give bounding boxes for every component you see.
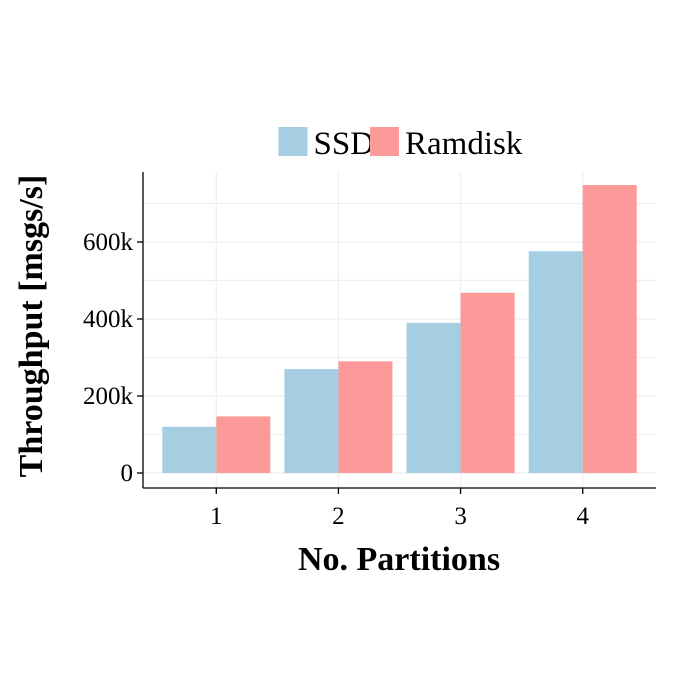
bar-ramdisk-2 [338, 361, 393, 473]
y-tick-label: 600k [83, 229, 134, 256]
x-ticks: 1 2 3 4 [210, 488, 589, 530]
x-tick-label: 4 [576, 503, 589, 530]
y-axis-title: Throughput [msgs/s] [13, 175, 50, 478]
bar-ramdisk-3 [460, 292, 515, 473]
y-ticks: 0 200k 400k 600k [83, 229, 143, 487]
bar-ramdisk-4 [582, 185, 637, 473]
legend-swatch-ramdisk [370, 127, 399, 156]
y-tick-label: 400k [83, 306, 134, 333]
y-tick-label: 200k [83, 383, 134, 410]
bar-ssd-4 [528, 251, 583, 473]
x-axis-title: No. Partitions [298, 541, 500, 578]
bar-ramdisk-1 [216, 416, 271, 473]
legend: SSD Ramdisk [278, 126, 523, 162]
legend-label-ssd: SSD [314, 126, 375, 162]
x-tick-label: 3 [454, 503, 467, 530]
bar-ssd-3 [406, 322, 461, 473]
x-tick-label: 1 [210, 503, 223, 530]
legend-label-ramdisk: Ramdisk [405, 126, 523, 162]
legend-swatch-ssd [278, 127, 308, 156]
bar-ssd-1 [162, 426, 217, 473]
y-tick-label: 0 [121, 460, 134, 487]
bar-ssd-2 [284, 369, 339, 473]
bars [162, 185, 637, 473]
x-tick-label: 2 [332, 503, 345, 530]
